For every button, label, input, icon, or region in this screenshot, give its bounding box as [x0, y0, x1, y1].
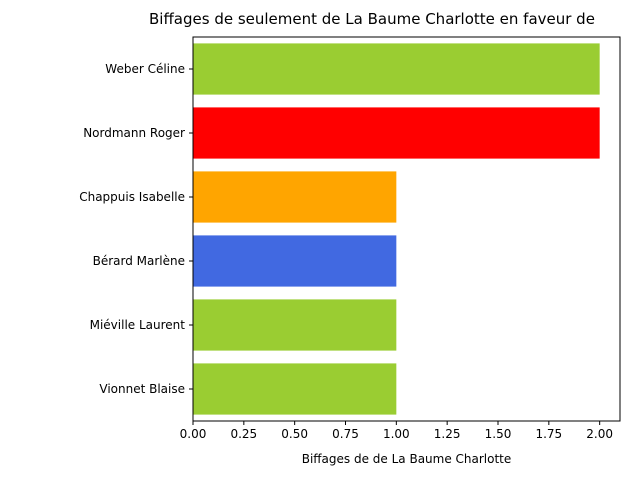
x-tick-label-1: 0.25	[230, 427, 257, 441]
x-tick-label-6: 1.50	[485, 427, 512, 441]
axes-group	[192, 36, 621, 422]
x-axis-label: Biffages de de La Baume Charlotte	[302, 452, 512, 466]
plot-frame	[192, 36, 621, 422]
x-tick-label-0: 0.00	[180, 427, 207, 441]
bar-1	[193, 107, 600, 159]
bar-5	[193, 363, 397, 415]
bars-group	[193, 43, 600, 415]
bar-2	[193, 171, 397, 223]
y-tick-label-4: Miéville Laurent	[90, 318, 186, 332]
bar-4	[193, 299, 397, 351]
x-tick-label-8: 2.00	[586, 427, 613, 441]
y-tick-label-3: Bérard Marlène	[93, 254, 185, 268]
x-tick-label-3: 0.75	[332, 427, 359, 441]
y-tick-label-0: Weber Céline	[105, 62, 185, 76]
bar-3	[193, 235, 397, 287]
x-tick-label-2: 0.50	[281, 427, 308, 441]
chart-title: Biffages de seulement de La Baume Charlo…	[149, 10, 595, 28]
ticks-group: Weber Céline Nordmann Roger Chappuis Isabe…	[79, 62, 613, 441]
y-tick-label-1: Nordmann Roger	[83, 126, 185, 140]
bar-0	[193, 43, 600, 95]
x-tick-label-5: 1.25	[434, 427, 461, 441]
x-tick-label-7: 1.75	[535, 427, 562, 441]
y-tick-label-2: Chappuis Isabelle	[79, 190, 185, 204]
x-tick-label-4: 1.00	[383, 427, 410, 441]
y-tick-label-5: Vionnet Blaise	[99, 382, 185, 396]
